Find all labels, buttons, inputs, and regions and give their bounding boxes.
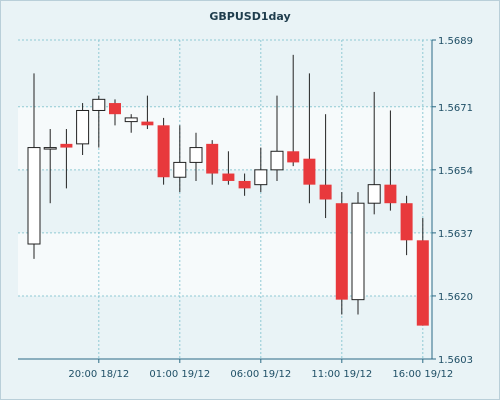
candle <box>124 114 138 133</box>
candle-body-up <box>76 109 90 145</box>
candle <box>384 110 397 211</box>
candle-body-down <box>141 121 154 126</box>
candle <box>254 147 268 193</box>
candles <box>27 54 429 326</box>
candle <box>109 99 121 126</box>
y-tick-label: 1.5620 <box>438 292 473 303</box>
candle <box>222 151 235 185</box>
x-tick-label: 11:00 19/12 <box>311 369 372 380</box>
candle-body-down <box>222 173 235 181</box>
candle-body-up <box>351 202 365 301</box>
plot-area <box>18 40 432 359</box>
candle <box>351 192 365 315</box>
candle-body-down <box>335 203 348 300</box>
candle-body-up <box>124 117 138 123</box>
y-tick-label: 1.5654 <box>438 166 473 177</box>
candle-body-up <box>189 147 203 163</box>
candle <box>189 132 203 181</box>
candle <box>400 195 413 256</box>
candle-body-down <box>303 158 316 185</box>
candle <box>27 73 41 259</box>
candle <box>92 95 106 148</box>
candle-body-down <box>109 103 121 115</box>
candle-body-down <box>238 180 251 189</box>
candle <box>206 140 219 185</box>
candle <box>319 114 332 219</box>
candle <box>43 129 57 204</box>
candle-body-up <box>43 147 57 150</box>
candle-body-up <box>92 98 106 111</box>
candle <box>270 95 284 181</box>
candle-body-down <box>416 240 429 326</box>
candle-body-up <box>173 161 187 178</box>
x-tick-label: 20:00 18/12 <box>68 369 129 380</box>
candle-body-down <box>319 184 332 200</box>
candle <box>335 192 348 315</box>
candle <box>173 125 187 193</box>
candle <box>157 117 170 185</box>
candle-body-up <box>270 150 284 171</box>
candle-body-down <box>384 184 397 204</box>
candle-body-down <box>60 143 73 148</box>
x-tick-label: 06:00 19/12 <box>230 369 291 380</box>
candle-body-down <box>287 151 300 163</box>
candle <box>238 173 251 196</box>
candle-body-up <box>27 147 41 245</box>
chart-title: GBPUSD1day <box>209 10 291 23</box>
candle <box>303 73 316 204</box>
candle-body-down <box>206 143 219 174</box>
candle-body-up <box>367 184 381 204</box>
tick-labels: 1.5689 1.5671 1.5654 1.5637 1.5620 1.5603 20:0… <box>68 36 473 380</box>
candle <box>141 95 154 130</box>
y-tick-label: 1.5671 <box>438 103 473 114</box>
candle <box>60 129 73 189</box>
candle <box>416 218 429 326</box>
candle <box>367 91 381 215</box>
y-tick-label: 1.5637 <box>438 229 473 240</box>
candle <box>287 54 300 167</box>
axes <box>18 39 436 363</box>
y-tick-label: 1.5689 <box>438 36 473 47</box>
candle-body-down <box>157 125 170 178</box>
plot-band <box>18 232 432 296</box>
candle-body-down <box>400 203 413 241</box>
y-tick-label: 1.5603 <box>438 355 473 366</box>
candle <box>76 103 90 155</box>
x-tick-label: 01:00 19/12 <box>149 369 210 380</box>
x-tick-label: 16:00 19/12 <box>392 369 453 380</box>
candle-body-up <box>254 169 268 186</box>
